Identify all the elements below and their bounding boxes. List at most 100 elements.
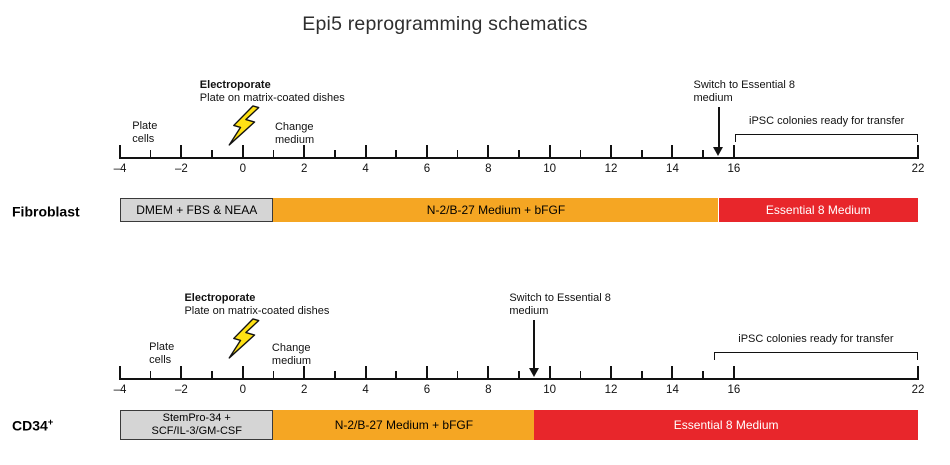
switch-arrow-line xyxy=(533,320,536,369)
axis-major-tick xyxy=(119,145,121,159)
row-label-cd34: CD34+ xyxy=(12,417,53,434)
lightning-bolt-icon xyxy=(228,103,260,149)
medium-bar: Essential 8 Medium xyxy=(534,410,918,440)
axis-minor-tick xyxy=(641,150,643,159)
axis-major-tick xyxy=(548,145,551,159)
medium-bar: N-2/B-27 Medium + bFGF xyxy=(273,410,535,440)
switch-arrow-line xyxy=(717,107,720,148)
axis-minor-tick xyxy=(579,371,582,380)
axis-major-tick xyxy=(303,145,306,159)
plate-cells-annotation: Plate cells xyxy=(149,341,174,367)
ipsc-ready-label: iPSC colonies ready for transfer xyxy=(738,333,894,345)
medium-bar: DMEM + FBS & NEAA xyxy=(120,198,274,222)
medium-bar-label: N-2/B-27 Medium + bFGF xyxy=(334,417,474,432)
change-medium-line: medium xyxy=(274,134,315,146)
axis-major-tick xyxy=(487,145,490,159)
axis-tick-label: 4 xyxy=(362,163,369,175)
axis-major-tick xyxy=(364,366,367,380)
axis-tick-label: 6 xyxy=(423,384,431,396)
axis-tick-label: –2 xyxy=(174,163,188,175)
switch-essential8-line: Switch to Essential 8 xyxy=(509,292,611,304)
axis-major-tick xyxy=(180,145,183,159)
axis-minor-tick xyxy=(579,150,582,159)
medium-bar-label: Essential 8 Medium xyxy=(765,202,871,217)
axis-minor-tick xyxy=(518,371,520,380)
electroporate-annotation: Electroporate Plate on matrix-coated dish… xyxy=(184,292,329,318)
axis-major-tick xyxy=(119,366,121,380)
axis-major-tick xyxy=(671,145,674,159)
switch-essential8-annotation: Switch to Essential 8 medium xyxy=(509,292,611,318)
axis-tick-label: 16 xyxy=(727,384,741,396)
axis-tick-label: –4 xyxy=(113,163,127,175)
axis-tick-label: 22 xyxy=(911,163,925,175)
electroporate-title: Electroporate xyxy=(184,292,256,304)
lightning-bolt-icon xyxy=(228,316,260,362)
axis-major-tick xyxy=(610,145,613,159)
change-medium-line: Change xyxy=(271,342,311,354)
medium-bar-label: N-2/B-27 Medium + bFGF xyxy=(426,202,566,217)
medium-bar: Essential 8 Medium xyxy=(718,198,918,222)
diagram-title: Epi5 reprogramming schematics xyxy=(302,13,588,35)
axis-tick-label: 14 xyxy=(666,384,679,396)
axis-minor-tick xyxy=(211,150,213,159)
medium-bar-label: SCF/IL-3/GM-CSF xyxy=(151,425,242,437)
axis-minor-tick xyxy=(702,150,704,159)
axis-tick-label: 8 xyxy=(485,384,492,396)
axis-major-tick xyxy=(241,145,244,159)
axis-minor-tick xyxy=(456,371,459,380)
ipsc-ready-bracket xyxy=(735,134,918,142)
change-medium-line: medium xyxy=(271,355,312,367)
axis-major-tick xyxy=(180,366,183,380)
axis-major-tick xyxy=(241,366,244,380)
axis-major-tick xyxy=(671,366,674,380)
switch-arrow-head xyxy=(713,147,723,156)
axis-minor-tick xyxy=(272,371,275,380)
axis-minor-tick xyxy=(272,150,275,159)
switch-essential8-line: medium xyxy=(509,305,549,317)
axis-major-tick xyxy=(487,366,490,380)
axis-major-tick xyxy=(917,145,919,159)
axis-tick-label: 8 xyxy=(485,163,492,175)
axis-tick-label: 10 xyxy=(543,384,557,396)
axis-tick-label: 16 xyxy=(727,163,741,175)
row-label-cd34-text: CD34 xyxy=(12,417,48,434)
switch-essential8-line: medium xyxy=(693,92,733,104)
axis-major-tick xyxy=(425,145,428,159)
change-medium-line: Change xyxy=(274,121,314,133)
axis-minor-tick xyxy=(211,371,213,380)
plate-cells-line: Plate xyxy=(132,120,158,132)
medium-bar: StemPro-34 + SCF/IL-3/GM-CSF xyxy=(120,410,274,440)
axis-tick-label: 6 xyxy=(423,163,431,175)
plate-cells-line: cells xyxy=(149,354,172,366)
axis-tick-label: 22 xyxy=(911,384,925,396)
axis-minor-tick xyxy=(518,150,520,159)
plate-cells-line: cells xyxy=(132,133,155,145)
axis-minor-tick xyxy=(456,150,459,159)
axis-tick-label: 14 xyxy=(666,163,679,175)
axis-major-tick xyxy=(364,145,367,159)
axis-tick-label: 2 xyxy=(300,384,308,396)
plate-cells-annotation: Plate cells xyxy=(132,120,157,146)
axis-tick-label: 4 xyxy=(362,384,369,396)
axis-tick-label: 0 xyxy=(239,163,246,175)
axis-major-tick xyxy=(548,366,551,380)
medium-bar-label: Essential 8 Medium xyxy=(673,417,779,432)
axis-major-tick xyxy=(917,366,919,380)
axis-major-tick xyxy=(610,366,613,380)
axis-minor-tick xyxy=(334,371,336,380)
axis-tick-label: 2 xyxy=(300,163,308,175)
plate-cells-line: Plate xyxy=(149,341,175,353)
axis-major-tick xyxy=(732,145,735,159)
change-medium-annotation: Change medium xyxy=(272,342,311,368)
axis-major-tick xyxy=(732,366,735,380)
switch-essential8-annotation: Switch to Essential 8 medium xyxy=(694,79,796,105)
axis-tick-label: 12 xyxy=(604,384,618,396)
electroporate-subtitle: Plate on matrix-coated dishes xyxy=(184,305,330,317)
axis-minor-tick xyxy=(641,371,643,380)
ipsc-ready-label: iPSC colonies ready for transfer xyxy=(749,115,905,127)
axis-minor-tick xyxy=(149,371,152,380)
axis-tick-label: –4 xyxy=(113,384,127,396)
axis-tick-label: 10 xyxy=(543,163,557,175)
